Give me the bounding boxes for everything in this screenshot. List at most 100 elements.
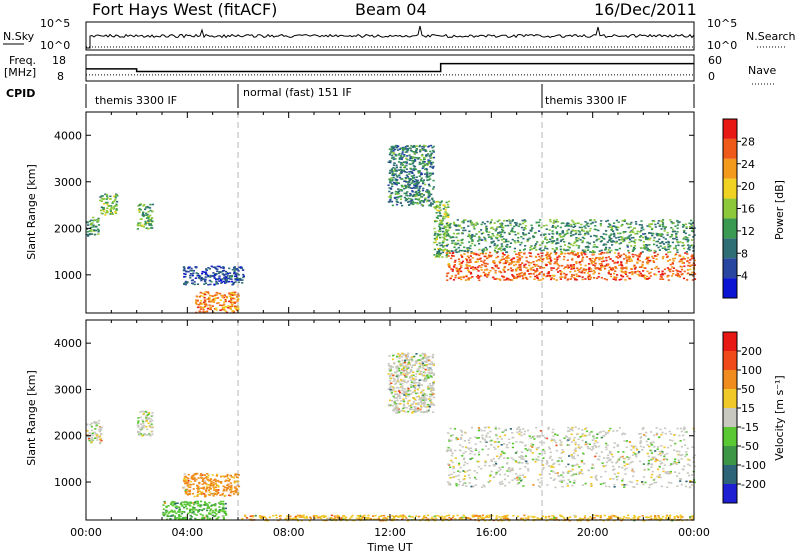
power-cell	[489, 221, 492, 223]
power-cell	[559, 248, 562, 251]
power-cell	[588, 270, 591, 273]
power-cell	[218, 275, 221, 278]
power-cell	[666, 234, 669, 236]
velocity-cell	[224, 507, 227, 510]
power-cell	[427, 195, 430, 197]
power-cell	[465, 265, 468, 267]
power-cell	[428, 162, 431, 164]
velocity-cell	[224, 511, 227, 514]
power-cell	[507, 257, 510, 259]
power-cell	[584, 253, 587, 256]
velocity-cell	[622, 432, 625, 435]
velocity-cell	[664, 472, 667, 474]
power-cell	[584, 269, 587, 272]
velocity-cell	[463, 464, 466, 466]
power-cell	[435, 204, 438, 207]
power-cell	[566, 259, 569, 261]
velocity-cell	[647, 438, 650, 440]
velocity-cell	[207, 489, 211, 491]
power-cell	[675, 253, 678, 255]
power-cell	[636, 230, 639, 233]
power-cell	[389, 152, 392, 154]
power-cell	[475, 253, 478, 256]
power-cell	[508, 263, 511, 266]
power-cell	[537, 253, 540, 256]
velocity-cell	[186, 485, 189, 487]
velocity-cell	[415, 362, 418, 364]
power-cell	[606, 241, 609, 243]
power-cell	[403, 170, 407, 173]
velocity-cell	[175, 512, 178, 515]
velocity-cell	[527, 468, 530, 470]
velocity-cell	[402, 364, 405, 367]
power-cell	[681, 273, 684, 275]
power-cell	[401, 204, 404, 207]
power-cell	[562, 222, 565, 224]
power-cell	[639, 247, 643, 249]
power-cell	[228, 292, 231, 294]
velocity-cell	[208, 494, 211, 496]
velocity-cell	[197, 504, 200, 507]
power-cell	[596, 238, 599, 241]
power-cell	[434, 207, 437, 210]
power-cell	[643, 277, 646, 279]
power-cell	[388, 196, 391, 198]
velocity-cell	[213, 487, 216, 490]
power-cell	[461, 249, 464, 252]
power-cell	[477, 270, 480, 272]
power-cell	[216, 302, 219, 305]
velocity-cell	[222, 517, 225, 519]
power-cell	[149, 203, 152, 206]
power-cell	[549, 219, 552, 221]
power-cell	[686, 260, 689, 262]
velocity-cell	[415, 392, 418, 395]
power-cell	[574, 278, 577, 280]
power-cell	[97, 233, 100, 235]
power-cell	[557, 255, 561, 257]
power-cell	[215, 281, 218, 284]
power-cell	[429, 154, 432, 157]
power-cell	[463, 253, 466, 255]
velocity-cell	[403, 403, 406, 406]
velocity-cell	[603, 482, 606, 484]
power-cell	[412, 203, 415, 206]
power-cell	[559, 240, 562, 243]
velocity-region-2	[182, 472, 241, 498]
power-cell	[589, 259, 592, 262]
power-cell	[574, 241, 577, 243]
power-cell	[477, 240, 480, 242]
power-cell	[205, 304, 208, 307]
power-cell	[201, 278, 204, 280]
power-cell	[675, 232, 678, 235]
velocity-cell	[482, 438, 485, 440]
power-cell	[224, 298, 227, 301]
power-cell	[523, 219, 526, 221]
velocity-cell	[531, 446, 534, 448]
velocity-cell	[403, 406, 406, 409]
velocity-cell	[410, 366, 413, 369]
velocity-cell	[183, 486, 186, 488]
power-cell	[676, 238, 679, 241]
velocity-cell	[585, 430, 589, 433]
power-cell	[424, 168, 427, 171]
power-cell	[389, 180, 392, 182]
power-cell	[639, 239, 642, 242]
velocity-cell	[423, 395, 426, 398]
power-cell	[469, 255, 472, 257]
velocity-cell	[235, 488, 238, 490]
velocity-cell	[651, 457, 655, 460]
power-cell	[419, 200, 422, 203]
power-cell	[408, 204, 411, 206]
power-cell	[496, 220, 499, 223]
velocity-cell	[407, 393, 410, 396]
power-cell	[394, 153, 397, 156]
power-cell	[450, 268, 453, 270]
velocity-cell	[428, 406, 432, 409]
power-cell	[572, 226, 575, 228]
velocity-cell	[508, 467, 511, 469]
power-cell	[138, 207, 141, 210]
power-cell	[456, 233, 459, 235]
power-cell	[630, 267, 633, 270]
velocity-cell	[514, 460, 517, 462]
velocity-cell	[86, 423, 89, 426]
